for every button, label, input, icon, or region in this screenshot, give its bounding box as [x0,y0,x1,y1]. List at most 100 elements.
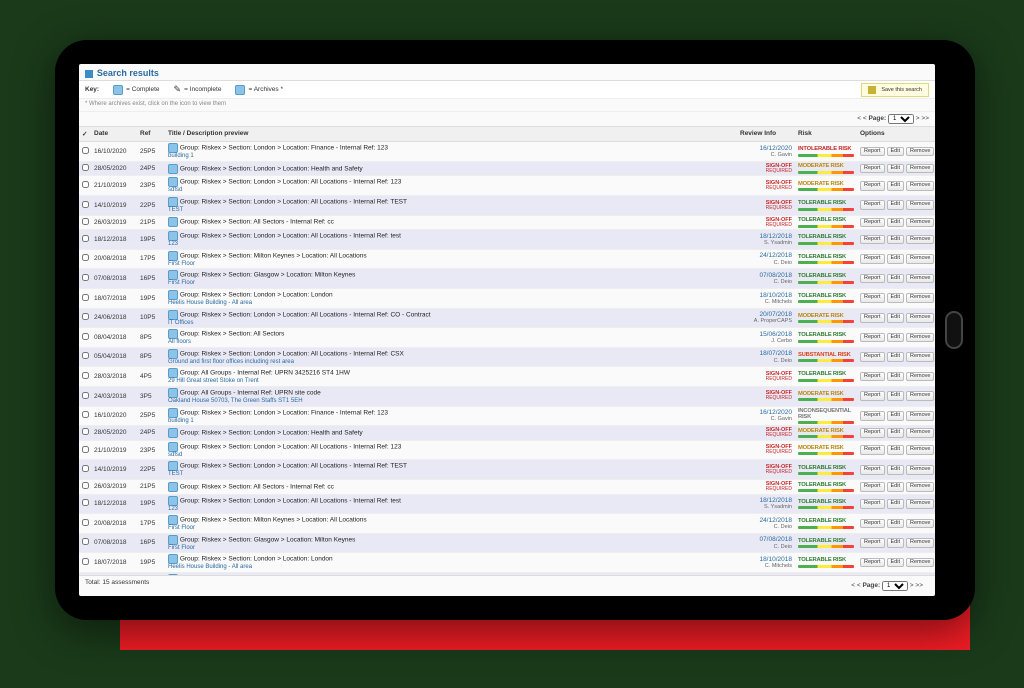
remove-button[interactable]: Remove [906,558,934,568]
col-ref[interactable]: Ref [137,129,165,139]
remove-button[interactable]: Remove [906,274,934,284]
doc-icon[interactable] [168,143,178,153]
report-button[interactable]: Report [860,164,885,174]
report-button[interactable]: Report [860,538,885,548]
edit-button[interactable]: Edit [887,200,904,210]
pager-prev-b[interactable]: < < [851,582,860,589]
row-checkbox[interactable] [82,411,89,418]
row-checkbox[interactable] [82,482,89,489]
remove-button[interactable]: Remove [906,333,934,343]
doc-icon[interactable] [168,290,178,300]
remove-button[interactable]: Remove [906,352,934,362]
doc-icon[interactable] [168,388,178,398]
doc-icon[interactable] [168,270,178,280]
report-button[interactable]: Report [860,352,885,362]
edit-button[interactable]: Edit [887,411,904,421]
doc-icon[interactable] [168,164,178,174]
report-button[interactable]: Report [860,293,885,303]
report-button[interactable]: Report [860,428,885,438]
row-checkbox[interactable] [82,538,89,545]
remove-button[interactable]: Remove [906,235,934,245]
remove-button[interactable]: Remove [906,293,934,303]
doc-icon[interactable] [168,329,178,339]
edit-button[interactable]: Edit [887,181,904,191]
pager-select[interactable]: 1 [888,114,914,124]
remove-button[interactable]: Remove [906,200,934,210]
edit-button[interactable]: Edit [887,274,904,284]
row-checkbox[interactable] [82,294,89,301]
tablet-home-button[interactable] [945,311,963,349]
doc-icon[interactable] [168,554,178,564]
report-button[interactable]: Report [860,465,885,475]
report-button[interactable]: Report [860,519,885,529]
edit-button[interactable]: Edit [887,164,904,174]
doc-icon[interactable] [168,461,178,471]
doc-icon[interactable] [168,496,178,506]
edit-button[interactable]: Edit [887,558,904,568]
report-button[interactable]: Report [860,218,885,228]
row-checkbox[interactable] [82,333,89,340]
report-button[interactable]: Report [860,313,885,323]
row-checkbox[interactable] [82,254,89,261]
row-checkbox[interactable] [82,372,89,379]
edit-button[interactable]: Edit [887,391,904,401]
edit-button[interactable]: Edit [887,254,904,264]
doc-icon[interactable] [168,177,178,187]
col-title[interactable]: Title / Description preview [165,129,737,139]
remove-button[interactable]: Remove [906,519,934,529]
row-checkbox[interactable] [82,519,89,526]
remove-button[interactable]: Remove [906,538,934,548]
remove-button[interactable]: Remove [906,164,934,174]
edit-button[interactable]: Edit [887,218,904,228]
report-button[interactable]: Report [860,445,885,455]
doc-icon[interactable] [168,408,178,418]
edit-button[interactable]: Edit [887,445,904,455]
doc-icon[interactable] [168,428,178,438]
col-check[interactable]: ✓ [79,129,91,139]
report-button[interactable]: Report [860,558,885,568]
row-checkbox[interactable] [82,352,89,359]
doc-icon[interactable] [168,231,178,241]
doc-icon[interactable] [168,251,178,261]
remove-button[interactable]: Remove [906,499,934,509]
report-button[interactable]: Report [860,391,885,401]
row-checkbox[interactable] [82,164,89,171]
row-checkbox[interactable] [82,499,89,506]
report-button[interactable]: Report [860,200,885,210]
col-risk[interactable]: Risk [795,129,857,139]
doc-icon[interactable] [168,217,178,227]
edit-button[interactable]: Edit [887,538,904,548]
doc-icon[interactable] [168,515,178,525]
remove-button[interactable]: Remove [906,411,934,421]
col-review[interactable]: Review Info [737,129,795,139]
edit-button[interactable]: Edit [887,519,904,529]
row-checkbox[interactable] [82,392,89,399]
edit-button[interactable]: Edit [887,372,904,382]
edit-button[interactable]: Edit [887,352,904,362]
remove-button[interactable]: Remove [906,428,934,438]
row-checkbox[interactable] [82,313,89,320]
remove-button[interactable]: Remove [906,372,934,382]
edit-button[interactable]: Edit [887,482,904,492]
row-checkbox[interactable] [82,274,89,281]
edit-button[interactable]: Edit [887,313,904,323]
report-button[interactable]: Report [860,333,885,343]
row-checkbox[interactable] [82,465,89,472]
row-checkbox[interactable] [82,181,89,188]
remove-button[interactable]: Remove [906,465,934,475]
pager-prev[interactable]: < < [857,115,866,122]
remove-button[interactable]: Remove [906,181,934,191]
edit-button[interactable]: Edit [887,428,904,438]
edit-button[interactable]: Edit [887,293,904,303]
remove-button[interactable]: Remove [906,391,934,401]
row-checkbox[interactable] [82,201,89,208]
remove-button[interactable]: Remove [906,445,934,455]
doc-icon[interactable] [168,442,178,452]
edit-button[interactable]: Edit [887,147,904,157]
report-button[interactable]: Report [860,274,885,284]
row-checkbox[interactable] [82,218,89,225]
remove-button[interactable]: Remove [906,482,934,492]
doc-icon[interactable] [168,197,178,207]
doc-icon[interactable] [168,349,178,359]
remove-button[interactable]: Remove [906,254,934,264]
